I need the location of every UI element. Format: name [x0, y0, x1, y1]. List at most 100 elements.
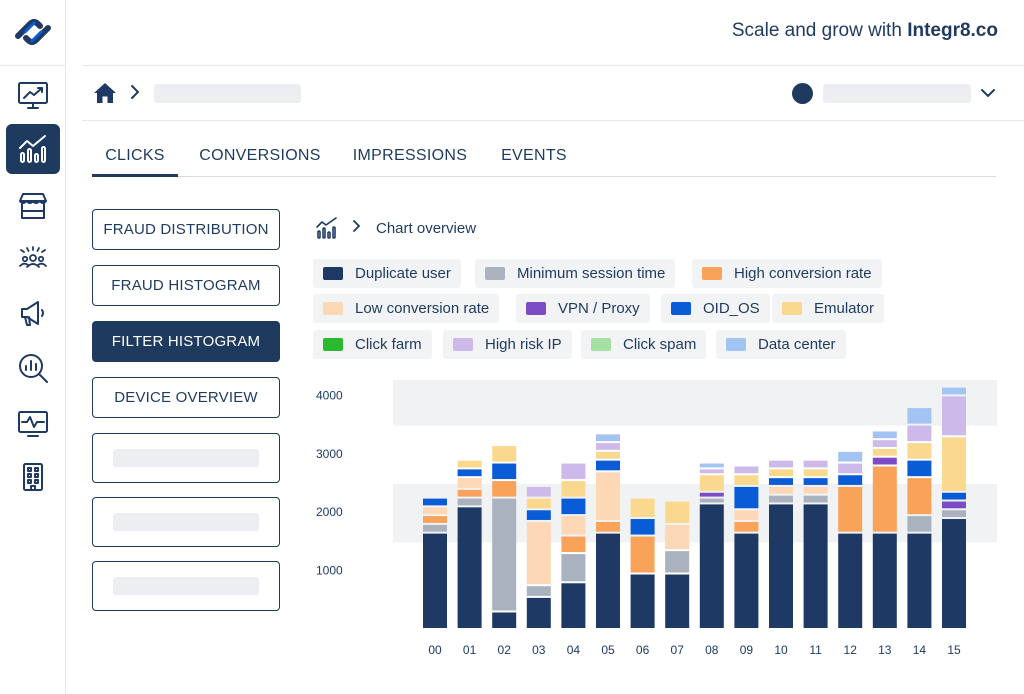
- tab-events[interactable]: EVENTS: [501, 147, 567, 164]
- bar-segment: [907, 443, 932, 459]
- bar-segment: [942, 492, 966, 500]
- tab-impressions[interactable]: IMPRESSIONS: [352, 147, 468, 164]
- bar-segment: [423, 524, 447, 532]
- legend-item[interactable]: Click farm: [313, 330, 432, 359]
- building-icon: [23, 463, 43, 491]
- legend-swatch: [323, 338, 343, 351]
- bar-segment: [872, 457, 897, 465]
- bar-segment: [457, 498, 482, 506]
- legend-item[interactable]: Minimum session time: [475, 259, 676, 288]
- chart-breadcrumb-chevron-icon: [352, 219, 361, 236]
- legend-item[interactable]: High risk IP: [443, 330, 572, 359]
- device-overview-button[interactable]: DEVICE OVERVIEW: [92, 377, 280, 418]
- bar-segment: [803, 504, 828, 628]
- fraud-histogram-button[interactable]: FRAUD HISTOGRAM: [92, 265, 280, 306]
- legend-item[interactable]: Duplicate user: [313, 259, 461, 288]
- sidebar-item-audience[interactable]: [6, 234, 60, 284]
- chevron-down-icon[interactable]: [979, 84, 997, 102]
- bar-segment: [942, 437, 966, 491]
- sidebar-item-analytics[interactable]: [6, 124, 60, 174]
- bar-segment: [803, 460, 828, 468]
- sidebar-item-monitoring[interactable]: [6, 398, 60, 448]
- avatar[interactable]: [792, 83, 813, 104]
- placeholder-menu-button[interactable]: [92, 433, 280, 483]
- y-tick-label: 3000: [316, 447, 343, 461]
- bar-segment: [769, 478, 793, 485]
- legend-label: Click farm: [355, 336, 422, 353]
- legend-swatch: [323, 267, 343, 280]
- user-name-placeholder: [823, 84, 971, 103]
- legend-swatch: [485, 267, 505, 280]
- x-tick-label: 12: [844, 643, 858, 657]
- monitor-pulse-icon: [18, 411, 48, 437]
- placeholder-menu-button[interactable]: [92, 497, 280, 547]
- bar-segment: [630, 536, 655, 573]
- x-tick-label: 02: [498, 643, 512, 657]
- legend-swatch: [782, 302, 802, 315]
- legend-item[interactable]: VPN / Proxy: [516, 294, 650, 323]
- megaphone-icon: [21, 301, 44, 326]
- legend-item[interactable]: Click spam: [581, 330, 707, 359]
- bar-segment: [769, 460, 793, 468]
- header-bottom-divider: [82, 120, 1024, 121]
- tab-clicks[interactable]: CLICKS: [105, 147, 165, 164]
- filter-histogram-button[interactable]: FILTER HISTOGRAM: [92, 321, 280, 362]
- bar-segment: [492, 498, 517, 611]
- bar-segment: [665, 551, 690, 573]
- legend-item[interactable]: OID_OS: [661, 294, 770, 323]
- bar-segment: [526, 498, 551, 509]
- bar-segment: [526, 521, 551, 585]
- filter-histogram-chart: 1000 2000 3000 4000 00 01 02 03 04 05 06 07 08 09 10 11…: [316, 380, 997, 657]
- sidebar-item-campaigns[interactable]: [6, 288, 60, 338]
- placeholder-menu-button[interactable]: [92, 561, 280, 611]
- bar-segment: [838, 451, 863, 462]
- bar-segment: [769, 495, 793, 503]
- bar-segment: [526, 510, 551, 520]
- x-tick-label: 10: [774, 643, 788, 657]
- legend-item[interactable]: Low conversion rate: [313, 294, 500, 323]
- legend-label: VPN / Proxy: [558, 300, 640, 317]
- legend-label: High risk IP: [485, 336, 562, 353]
- bar-segment: [492, 463, 517, 480]
- fraud-distribution-button[interactable]: FRAUD DISTRIBUTION: [92, 209, 280, 250]
- legend-label: Click spam: [623, 336, 697, 353]
- legend-label: Low conversion rate: [355, 300, 490, 317]
- sidebar-item-organization[interactable]: [6, 452, 60, 502]
- x-tick-label: 03: [532, 643, 546, 657]
- x-tick-label: 14: [913, 643, 927, 657]
- bar-segment: [872, 431, 897, 439]
- sidebar-divider: [0, 65, 66, 66]
- store-icon: [19, 193, 47, 219]
- bar-segment: [665, 501, 690, 523]
- breadcrumb-chevron-icon: [130, 84, 140, 105]
- y-tick-label: 1000: [316, 564, 343, 578]
- bar-segment: [734, 533, 759, 628]
- home-icon[interactable]: [92, 80, 118, 106]
- legend-swatch: [526, 302, 546, 315]
- bar-segment: [526, 486, 551, 497]
- tab-conversions[interactable]: CONVERSIONS: [199, 147, 321, 164]
- bar-segment: [907, 478, 932, 515]
- bar-chart-icon: [19, 135, 46, 163]
- bar-segment: [942, 396, 966, 436]
- legend-item[interactable]: High conversion rate: [692, 259, 882, 288]
- bar-segment: [630, 498, 655, 518]
- sidebar-item-trends[interactable]: [6, 70, 60, 120]
- integr8-logo-icon[interactable]: [10, 12, 56, 52]
- bar-segment: [872, 448, 897, 456]
- bar-segment: [699, 475, 724, 491]
- legend-item[interactable]: Data center: [716, 330, 846, 359]
- bar-segment: [561, 516, 586, 535]
- legend-item[interactable]: Emulator: [772, 294, 885, 323]
- bar-segment: [734, 475, 759, 485]
- x-tick-label: 08: [705, 643, 719, 657]
- bar-segment: [596, 443, 620, 450]
- x-tick-label: 06: [636, 643, 650, 657]
- bar-segment: [734, 521, 759, 532]
- x-tick-label: 11: [809, 643, 822, 657]
- sidebar-item-store[interactable]: [6, 181, 60, 231]
- bar-segment: [872, 533, 897, 628]
- sidebar-item-reports[interactable]: [6, 343, 60, 393]
- bar-segment: [596, 434, 620, 442]
- sidebar: [0, 0, 66, 694]
